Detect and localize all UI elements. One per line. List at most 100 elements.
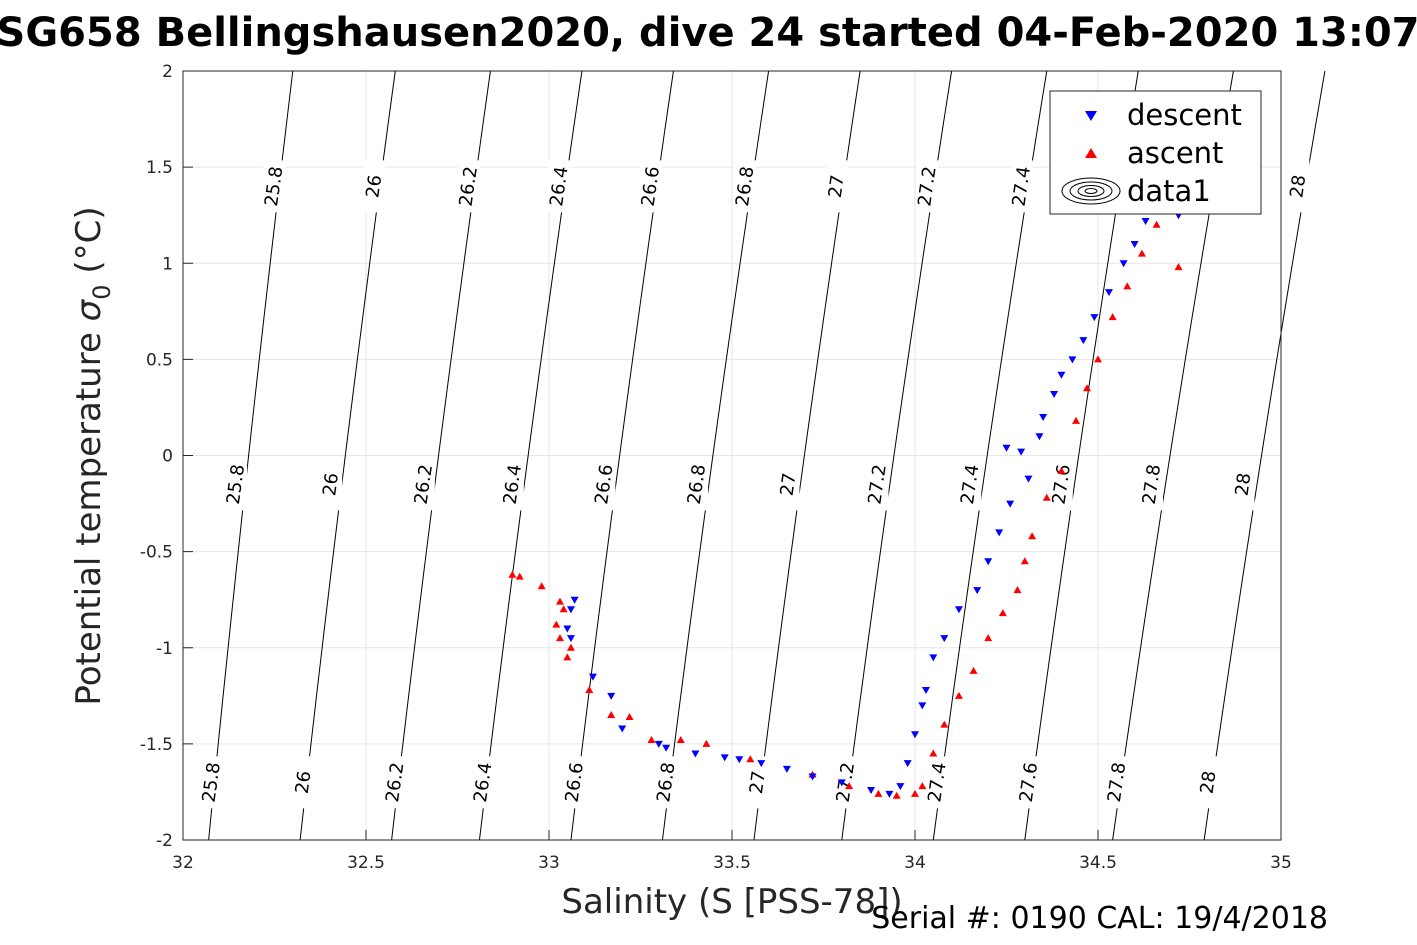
descent-point xyxy=(1141,217,1150,225)
ascent-point xyxy=(555,634,564,642)
ascent-point xyxy=(607,711,616,719)
descent-point xyxy=(618,725,627,733)
ascent-point xyxy=(1020,557,1029,565)
contour-label-backdrop xyxy=(916,160,939,213)
y-tick-label: -0.5 xyxy=(140,543,173,563)
ascent-point xyxy=(508,570,517,578)
contour-label-backdrop xyxy=(777,458,800,511)
ascent-point xyxy=(537,582,546,590)
descent-point xyxy=(563,625,572,633)
contour-label-backdrop xyxy=(834,756,857,809)
descent-point xyxy=(1050,390,1059,398)
descent-point xyxy=(973,587,982,595)
ascent-point xyxy=(1072,416,1081,424)
contour-label-backdrop xyxy=(959,458,982,511)
descent-point xyxy=(566,606,575,614)
descent-point xyxy=(662,744,671,752)
legend-descent-marker xyxy=(1085,111,1097,121)
descent-point xyxy=(1090,314,1099,322)
descent-point xyxy=(691,750,700,758)
ascent-point xyxy=(1123,282,1132,290)
contour-label: 26 xyxy=(292,770,316,796)
descent-point xyxy=(1119,260,1128,268)
ascent-point xyxy=(1152,220,1161,228)
ascent-point xyxy=(929,749,938,757)
contour-label-backdrop xyxy=(686,458,709,511)
descent-point xyxy=(808,773,817,781)
descent-point xyxy=(654,740,663,748)
descent-point xyxy=(1104,289,1113,297)
descent-point xyxy=(896,783,905,791)
ascent-point xyxy=(552,620,561,628)
x-tick-label: 33 xyxy=(538,853,560,873)
contour-label: 26 xyxy=(319,472,343,498)
descent-point xyxy=(929,654,938,662)
x-tick-label: 34 xyxy=(904,853,926,873)
contour-label-backdrop xyxy=(639,160,662,213)
descent-point xyxy=(588,673,597,681)
density-contours: 25.825.825.826262626.226.226.226.426.426… xyxy=(199,70,1326,841)
descent-point xyxy=(940,635,949,643)
descent-point xyxy=(1057,371,1066,379)
y-axis-label: Potential temperature σ0 (°C) xyxy=(69,206,116,705)
y-tick-label: -1 xyxy=(156,639,173,659)
ascent-series xyxy=(508,201,1183,799)
descent-point xyxy=(995,529,1004,537)
ascent-point xyxy=(1042,493,1051,501)
ascent-point xyxy=(1137,249,1146,257)
contour-label-backdrop xyxy=(320,458,343,511)
ascent-point xyxy=(1108,313,1117,321)
y-tick-label: -1.5 xyxy=(140,735,173,755)
contour-label-backdrop xyxy=(926,756,949,809)
contour-label: 28 xyxy=(1197,770,1221,796)
contour-label-backdrop xyxy=(457,160,480,213)
contour-label-backdrop xyxy=(1287,160,1310,213)
axis-ticks: 32 32.5 33 33.5 34 34.5 35 -2 -1.5 -1 -0.5 0 0.5 1 1.5… xyxy=(140,62,1292,873)
contour-label: 27 xyxy=(777,472,801,498)
chart-title: SG658 Bellingshausen2020, dive 24 starte… xyxy=(0,10,1417,56)
descent-point xyxy=(1039,414,1048,422)
descent-point xyxy=(720,754,729,762)
ascent-point xyxy=(998,609,1007,617)
x-tick-label: 35 xyxy=(1270,853,1292,873)
x-tick-label: 33.5 xyxy=(713,853,751,873)
legend-data1-label: data1 xyxy=(1127,174,1211,208)
contour-label-backdrop xyxy=(1017,756,1040,809)
descent-point xyxy=(885,790,894,798)
y-tick-label: 0 xyxy=(162,447,173,467)
y-tick-label: 0.5 xyxy=(146,350,173,370)
ascent-point xyxy=(585,686,594,694)
contour-label-backdrop xyxy=(412,458,435,511)
descent-point xyxy=(1006,500,1015,508)
ascent-point xyxy=(746,755,755,763)
contour-label: 26 xyxy=(362,174,386,200)
y-tick-label: 1.5 xyxy=(146,158,173,178)
contour-label-backdrop xyxy=(734,160,757,213)
x-tick-label: 32 xyxy=(172,853,194,873)
descent-point xyxy=(867,787,876,795)
contour-label-backdrop xyxy=(1050,458,1073,511)
descent-point xyxy=(1017,448,1026,456)
descent-point xyxy=(911,731,919,739)
ascent-point xyxy=(1028,532,1037,540)
ascent-point xyxy=(515,572,524,580)
descent-point xyxy=(757,760,766,768)
descent-point xyxy=(607,692,616,700)
contour-label-backdrop xyxy=(825,160,848,213)
descent-point xyxy=(921,687,930,695)
serial-footer: Serial #: 0190 CAL: 19/4/2018 xyxy=(871,901,1328,936)
ascent-point xyxy=(563,653,572,661)
x-axis-label: Salinity (S [PSS-78]) xyxy=(561,882,902,922)
descent-point xyxy=(954,606,963,614)
ascent-point xyxy=(625,712,634,720)
ascent-point xyxy=(1094,355,1102,363)
contour-label: 28 xyxy=(1286,174,1310,200)
contour-label-backdrop xyxy=(472,756,495,809)
contour-label-backdrop xyxy=(501,458,524,511)
descent-point xyxy=(1130,241,1139,249)
contour-label: 27 xyxy=(825,174,849,200)
legend: descent ascent data1 xyxy=(1049,90,1262,215)
ascent-point xyxy=(969,666,978,674)
contour-label-backdrop xyxy=(1232,458,1255,511)
